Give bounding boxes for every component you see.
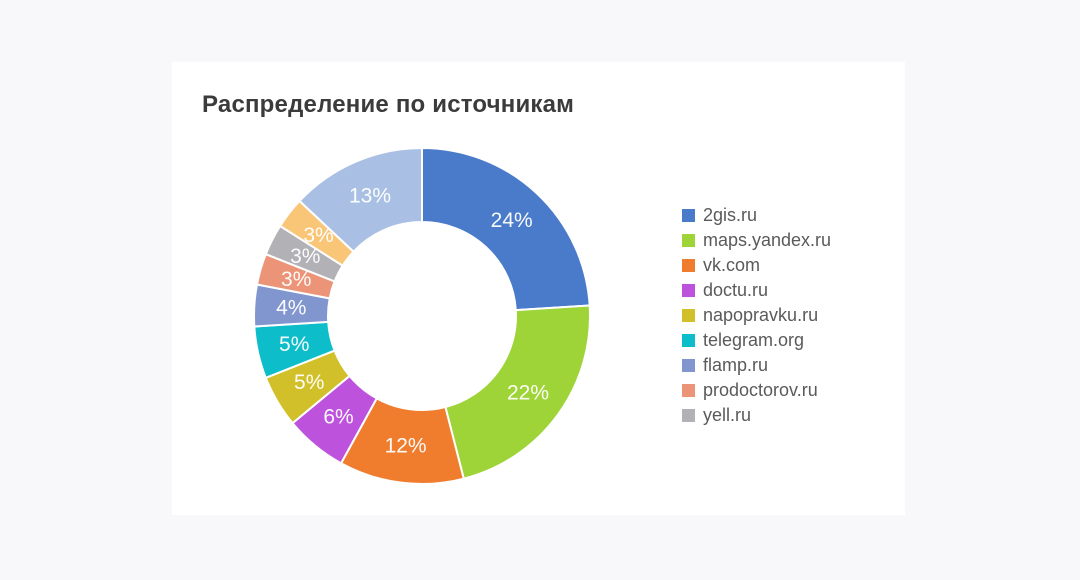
donut-segment-value-napopravku-ru: 5% (294, 371, 324, 394)
legend-swatch (682, 409, 695, 422)
legend-item-maps-yandex-ru[interactable]: maps.yandex.ru (682, 228, 831, 253)
donut-segment-value-unlabeled-10: 3% (303, 224, 333, 247)
donut-segment-2gis-ru[interactable] (421, 147, 591, 312)
legend-label: telegram.org (703, 330, 805, 350)
donut-segment-value-prodoctorov-ru: 3% (281, 268, 311, 291)
legend-swatch (682, 334, 695, 347)
legend-label: vk.com (703, 255, 761, 275)
chart-card: Распределение по источникам 24% 22% 12% 6% 5… (172, 62, 905, 515)
donut-chart: 24%22%12%6%5%5%4%3%3%3%13% (253, 147, 592, 485)
legend-item-doctu-ru[interactable]: doctu.ru (682, 278, 831, 303)
legend-item-napopravku-ru[interactable]: napopravku.ru (682, 303, 831, 328)
donut-segment-value-vk-com: 12% (385, 435, 427, 458)
legend-label: flamp.ru (703, 355, 769, 375)
legend-item-prodoctorov-ru[interactable]: prodoctorov.ru (682, 378, 831, 403)
legend-label: 2gis.ru (703, 205, 758, 225)
legend-item-flamp-ru[interactable]: flamp.ru (682, 353, 831, 378)
donut-segment-value-unlabeled-11: 13% (349, 184, 391, 207)
legend-swatch (682, 234, 695, 247)
donut-segment-value-yell-ru: 3% (290, 245, 320, 268)
donut-segment-value-maps-yandex-ru: 22% (507, 382, 549, 405)
legend-label: yell.ru (703, 405, 752, 425)
legend-label: prodoctorov.ru (703, 380, 818, 400)
legend-swatch (682, 384, 695, 397)
legend-swatch (682, 209, 695, 222)
legend-swatch (682, 259, 695, 272)
legend-swatch (682, 359, 695, 372)
legend-label: maps.yandex.ru (703, 230, 832, 250)
donut-segment-value-2gis-ru: 24% (491, 209, 533, 232)
legend-item-telegram-org[interactable]: telegram.org (682, 328, 831, 353)
chart-title: Распределение по источникам (202, 91, 575, 118)
legend-swatch (682, 284, 695, 297)
donut-segment-value-telegram-org: 5% (279, 333, 309, 356)
donut-segment-value-doctu-ru: 6% (323, 405, 353, 428)
chart-legend: 2gis.ru maps.yandex.ru vk.com doctu.ru napop… (682, 203, 831, 428)
donut-segment-unlabeled-11[interactable] (298, 147, 423, 253)
donut-segment-value-flamp-ru: 4% (276, 296, 306, 319)
donut-segment-maps-yandex-ru[interactable] (444, 304, 592, 480)
legend-label: napopravku.ru (703, 305, 819, 325)
legend-item-vk-com[interactable]: vk.com (682, 253, 831, 278)
legend-label: doctu.ru (703, 280, 769, 300)
legend-swatch (682, 309, 695, 322)
legend-item-yell-ru[interactable]: yell.ru (682, 403, 831, 428)
legend-item-2gis-ru[interactable]: 2gis.ru (682, 203, 831, 228)
